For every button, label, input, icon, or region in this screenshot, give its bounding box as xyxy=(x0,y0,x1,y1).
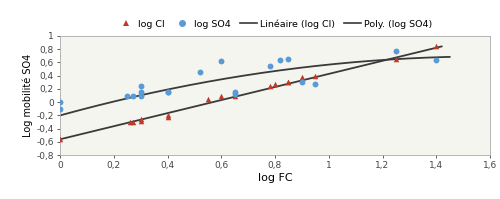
Point xyxy=(230,94,238,97)
Point xyxy=(196,71,204,74)
Point xyxy=(128,120,136,124)
Point xyxy=(164,115,172,118)
Point xyxy=(432,59,440,62)
Point xyxy=(266,84,274,87)
Legend: log Cl, log SO4, Linéaire (log Cl), Poly. (log SO4): log Cl, log SO4, Linéaire (log Cl), Poly… xyxy=(118,19,432,29)
Point xyxy=(284,58,292,61)
Point xyxy=(56,100,64,104)
Point xyxy=(230,92,238,95)
Point xyxy=(271,82,279,85)
Point xyxy=(432,45,440,48)
Point xyxy=(266,64,274,67)
Point xyxy=(136,117,144,120)
Point xyxy=(392,58,400,61)
Point xyxy=(230,91,238,94)
Point xyxy=(312,74,320,77)
Point xyxy=(284,81,292,84)
Point xyxy=(56,138,64,141)
Point xyxy=(56,107,64,110)
Point xyxy=(284,81,292,84)
Point xyxy=(164,114,172,117)
Point xyxy=(298,81,306,84)
Point xyxy=(217,60,225,63)
Point xyxy=(123,94,131,97)
Point xyxy=(136,84,144,87)
Point xyxy=(312,83,320,86)
Point xyxy=(136,94,144,97)
Point xyxy=(128,94,136,97)
Point xyxy=(164,91,172,94)
Point xyxy=(136,119,144,122)
Point xyxy=(217,94,225,97)
Point xyxy=(136,91,144,94)
X-axis label: log FC: log FC xyxy=(258,173,292,183)
Point xyxy=(276,59,284,62)
Point xyxy=(126,120,134,124)
Point xyxy=(392,50,400,53)
Point xyxy=(164,90,172,93)
Y-axis label: Log mobilité SO4: Log mobilité SO4 xyxy=(23,54,34,137)
Point xyxy=(204,97,212,100)
Point xyxy=(298,75,306,79)
